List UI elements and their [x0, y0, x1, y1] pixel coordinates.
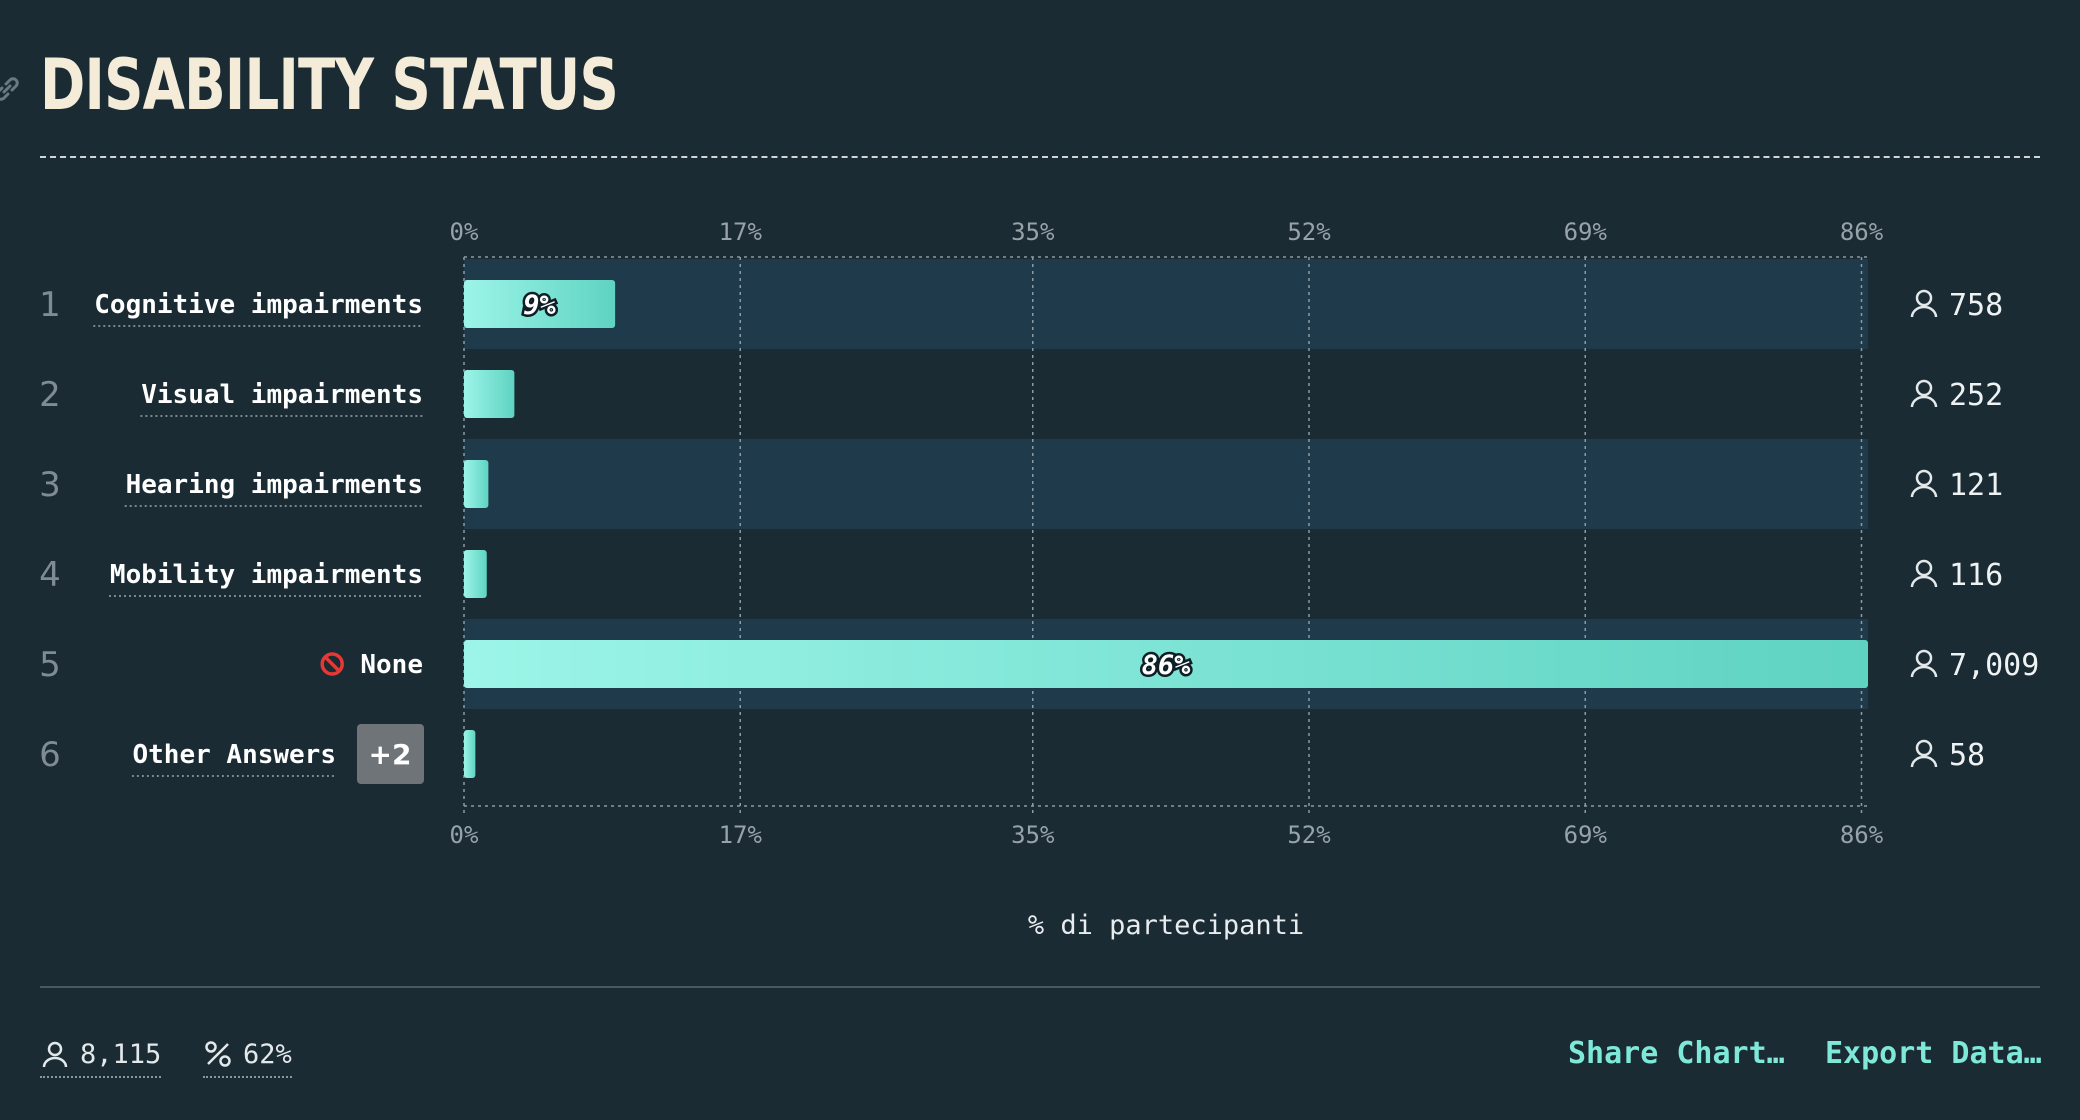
title-divider: [40, 156, 2040, 158]
export-data-button[interactable]: Export Data…: [1825, 1036, 2042, 1071]
percent-icon: [205, 1041, 231, 1067]
respondents-count: 8,115: [80, 1038, 162, 1070]
bar[interactable]: [464, 370, 515, 418]
respondent-count: 121: [1949, 468, 2003, 503]
x-tick-label-bottom: 17%: [719, 821, 763, 849]
category-label[interactable]: Other Answers: [133, 740, 337, 770]
respondent-count: 7,009: [1949, 648, 2039, 683]
category-label[interactable]: Mobility impairments: [110, 560, 423, 590]
x-tick-label-top: 17%: [719, 218, 763, 246]
bar[interactable]: [464, 460, 489, 508]
person-icon: [1910, 559, 1938, 588]
rank-number: 5: [39, 645, 61, 685]
rank-number: 4: [39, 555, 61, 595]
x-tick-label-bottom: 52%: [1287, 821, 1331, 849]
row-band: [464, 439, 1868, 529]
rank-number: 2: [39, 375, 61, 415]
footer-divider: [40, 986, 2040, 988]
x-tick-label-bottom: 0%: [450, 821, 479, 849]
person-icon: [1910, 379, 1938, 408]
rank-number: 3: [39, 465, 61, 505]
respondent-count: 116: [1949, 558, 2003, 593]
respondent-count: 758: [1949, 288, 2003, 323]
respondent-count: 252: [1949, 378, 2003, 413]
x-tick-label-bottom: 69%: [1564, 821, 1608, 849]
bar[interactable]: [464, 280, 616, 328]
row-band: [464, 259, 1868, 349]
other-answers-badge-label: +2: [369, 738, 412, 771]
bar-data-label: 86%: [1142, 650, 1192, 681]
x-tick-label-top: 35%: [1011, 218, 1055, 246]
rank-number: 6: [39, 735, 61, 775]
x-tick-label-top: 52%: [1287, 218, 1331, 246]
rank-number: 1: [39, 285, 61, 325]
respondents-stat[interactable]: 8,115: [40, 1034, 162, 1078]
category-label[interactable]: Cognitive impairments: [94, 290, 423, 320]
share-chart-button[interactable]: Share Chart…: [1568, 1036, 1785, 1071]
no-entry-icon: [320, 652, 344, 676]
person-icon: [42, 1041, 68, 1068]
bar[interactable]: [464, 730, 476, 778]
x-tick-label-bottom: 86%: [1840, 821, 1884, 849]
chart-title: DISABILITY STATUS: [40, 44, 619, 126]
x-tick-label-top: 0%: [450, 218, 479, 246]
bar[interactable]: [464, 640, 1868, 688]
bar-chart: 0%0%17%17%35%35%52%52%69%69%86%86%% di p…: [39, 218, 2039, 941]
category-label: None: [360, 650, 423, 680]
person-icon: [1910, 649, 1938, 678]
person-icon: [1910, 739, 1938, 768]
person-icon: [1910, 469, 1938, 498]
x-axis-label: % di partecipanti: [1028, 910, 1304, 941]
x-tick-label-top: 69%: [1564, 218, 1608, 246]
other-answers-badge[interactable]: [357, 724, 424, 784]
percent-stat[interactable]: 62%: [203, 1034, 292, 1078]
category-label[interactable]: Visual impairments: [141, 380, 423, 410]
person-icon: [1910, 289, 1938, 318]
respondent-count: 58: [1949, 738, 1985, 773]
category-label[interactable]: Hearing impairments: [126, 470, 423, 500]
bar[interactable]: [464, 550, 487, 598]
bar-data-label: 9%: [523, 290, 556, 321]
link-icon[interactable]: [0, 74, 22, 104]
percent-value: 62%: [243, 1038, 292, 1070]
x-tick-label-bottom: 35%: [1011, 821, 1055, 849]
x-tick-label-top: 86%: [1840, 218, 1884, 246]
